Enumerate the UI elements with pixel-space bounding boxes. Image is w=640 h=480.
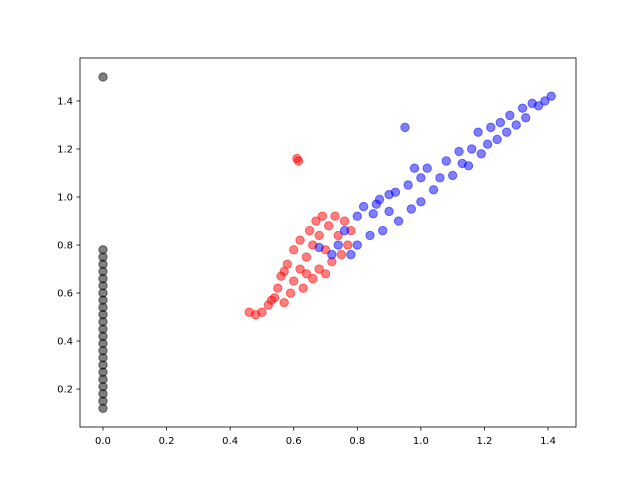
scatter-point [467,144,477,154]
scatter-point [339,225,350,236]
scatter-point [368,209,378,219]
y-tick-label: 1.2 [57,144,73,155]
scatter-point [441,156,452,166]
scatter-point [343,240,353,250]
y-tick-label: 0.4 [57,337,73,348]
scatter-point [400,122,410,133]
x-tick-label: 0.6 [286,436,302,447]
scatter-point [301,269,312,279]
y-tick-label: 0.2 [57,385,73,396]
scatter-point [492,134,502,145]
scatter-point [505,110,515,121]
scatter-point [533,101,544,111]
scatter-point [540,96,550,106]
scatter-point [323,221,334,231]
scatter-point [517,103,528,113]
y-tick-label: 1.4 [57,96,73,107]
scatter-point [320,269,331,279]
scatter-point [476,149,486,159]
scatter-point [336,249,347,260]
scatter-point [365,230,375,241]
scatter-point [473,127,483,137]
scatter-point [301,252,312,262]
scatter-point [416,197,426,207]
scatter-point [295,235,305,245]
scatter-point [352,240,362,250]
scatter-point [314,264,324,274]
scatter-point [384,206,394,217]
scatter-point [378,225,388,236]
scatter-point [295,264,305,274]
y-tick-label: 0.6 [57,289,73,300]
scatter-point [311,216,321,226]
scatter-point [393,216,404,226]
axes-frame [79,57,577,428]
scatter-point [352,211,362,221]
scatter-point [257,307,267,317]
scatter-point [333,240,343,250]
scatter-point [371,199,382,209]
y-tick-label: 1.0 [57,193,73,204]
scatter-point [339,216,350,226]
scatter-point [454,146,464,157]
x-tick-label: 0.2 [159,436,175,447]
scatter-point [279,266,289,277]
x-tick-label: 0.8 [349,436,365,447]
scatter-point [266,295,277,305]
scatter-point [416,173,426,183]
scatter-point [293,156,304,166]
scatter-point [406,204,417,214]
scatter-point [422,163,432,173]
scatter-point [428,185,439,195]
scatter-point [314,230,324,241]
scatter-point [317,211,328,221]
scatter-point [495,117,506,128]
scatter-point [308,273,318,284]
y-tick-label: 0.8 [57,241,73,252]
scatter-point [346,249,356,260]
x-tick-label: 0.4 [222,436,238,447]
scatter-point [486,122,496,133]
scatter-point [384,189,394,200]
scatter-point [546,91,556,101]
scatter-point [511,120,521,130]
scatter-point [289,245,299,255]
scatter-point [330,211,340,221]
scatter-point [482,139,493,149]
scatter-point [304,225,315,236]
x-tick-label: 0.0 [95,436,111,447]
scatter-point [409,163,420,173]
scatter-point [447,170,458,181]
plot-area [80,58,576,427]
scatter-point [521,113,531,123]
x-tick-label: 1.0 [413,436,429,447]
scatter-point [403,180,413,190]
x-tick-label: 1.4 [540,436,556,447]
scatter-point [289,276,299,286]
scatter-point [358,201,369,212]
x-tick-label: 1.2 [476,436,492,447]
scatter-point [463,161,474,171]
scatter-point [435,173,445,183]
scatter-point [98,72,108,82]
scatter-point [98,245,108,255]
scatter-point [502,127,512,137]
scatter-point [285,288,296,298]
scatter-point [333,230,343,241]
scatter-point [314,242,324,253]
scatter-point [273,283,283,293]
scatter-point [327,249,337,260]
scatter-point [279,297,289,308]
scatter-point [298,283,308,293]
